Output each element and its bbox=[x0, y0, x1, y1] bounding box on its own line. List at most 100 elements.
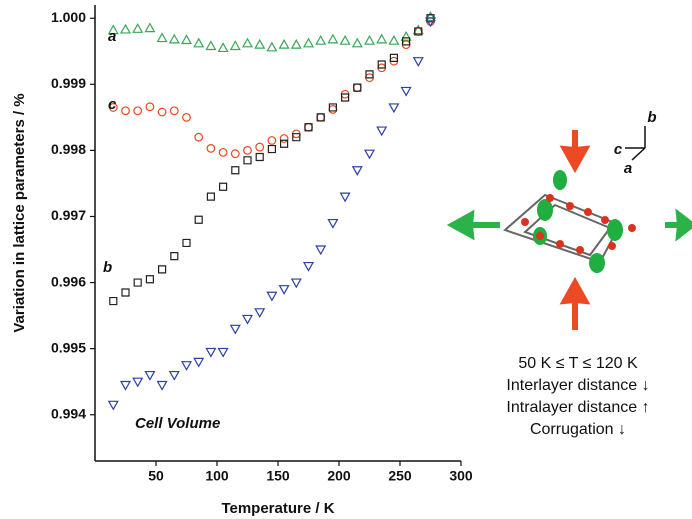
data-point bbox=[156, 32, 168, 43]
x-tick-label: 250 bbox=[388, 468, 412, 484]
data-point bbox=[217, 347, 229, 358]
data-point bbox=[316, 113, 325, 122]
data-point bbox=[193, 37, 205, 48]
y-tick-label: 0.996 bbox=[51, 273, 86, 289]
data-point bbox=[144, 22, 156, 33]
data-point bbox=[170, 252, 179, 261]
data-point bbox=[194, 215, 203, 224]
series-0 bbox=[107, 11, 437, 53]
data-point bbox=[315, 34, 327, 45]
data-point bbox=[219, 182, 228, 191]
data-point bbox=[144, 370, 156, 381]
data-point bbox=[402, 37, 411, 46]
data-point bbox=[339, 192, 351, 203]
data-point bbox=[280, 139, 289, 148]
data-point bbox=[363, 149, 376, 160]
red-atoms bbox=[521, 194, 636, 254]
data-point bbox=[328, 103, 337, 112]
data-point bbox=[424, 11, 437, 21]
data-point bbox=[388, 34, 400, 45]
data-point bbox=[304, 123, 313, 132]
data-point bbox=[108, 103, 118, 112]
data-point bbox=[353, 83, 362, 92]
data-point bbox=[217, 42, 229, 53]
data-point bbox=[206, 192, 215, 201]
data-point bbox=[218, 147, 228, 157]
data-point bbox=[315, 245, 327, 256]
data-point bbox=[278, 38, 290, 49]
data-point bbox=[278, 285, 290, 295]
expand-arrow bbox=[446, 209, 500, 241]
data-point bbox=[279, 134, 289, 143]
annotation: Interlayer distance ↓ bbox=[506, 377, 649, 394]
data-point bbox=[206, 144, 216, 153]
x-tick-label: 50 bbox=[148, 468, 164, 484]
data-point bbox=[119, 380, 132, 391]
data-point bbox=[255, 152, 264, 162]
data-point bbox=[400, 30, 412, 41]
data-point bbox=[205, 347, 217, 358]
compress-arrow bbox=[559, 130, 591, 174]
x-axis-title: Temperature / K bbox=[221, 500, 334, 517]
data-point bbox=[327, 218, 339, 229]
compress-arrow bbox=[559, 276, 591, 330]
data-point bbox=[376, 33, 388, 44]
y-tick-label: 0.994 bbox=[51, 405, 86, 421]
series-1 bbox=[108, 17, 435, 159]
data-point bbox=[339, 34, 351, 45]
annotation: Corrugation ↓ bbox=[530, 421, 626, 438]
data-point bbox=[266, 41, 278, 52]
data-point bbox=[389, 53, 398, 62]
data-point bbox=[107, 24, 119, 35]
series-label: a bbox=[108, 28, 116, 45]
data-point bbox=[400, 86, 412, 97]
data-point bbox=[205, 40, 217, 51]
x-tick-label: 150 bbox=[266, 468, 290, 484]
data-point bbox=[121, 106, 130, 116]
data-point bbox=[182, 238, 191, 248]
data-point bbox=[412, 24, 424, 35]
data-point bbox=[133, 278, 142, 287]
data-point bbox=[107, 400, 119, 411]
x-tick-label: 200 bbox=[327, 468, 351, 484]
crystal-axis-label: a bbox=[624, 160, 632, 177]
data-point bbox=[376, 126, 388, 137]
y-axis-title: Variation in lattice parameters / % bbox=[11, 93, 28, 332]
data-point bbox=[132, 23, 144, 33]
data-point bbox=[302, 37, 315, 48]
data-point bbox=[363, 34, 376, 45]
data-point bbox=[168, 370, 180, 381]
data-point bbox=[351, 166, 363, 176]
data-point bbox=[158, 265, 167, 274]
data-point bbox=[377, 60, 386, 69]
data-point bbox=[156, 380, 168, 391]
data-point bbox=[119, 23, 132, 34]
crystal-axis-label: c bbox=[614, 141, 623, 158]
y-tick-label: 1.000 bbox=[51, 9, 86, 25]
framework bbox=[503, 193, 622, 264]
data-point bbox=[230, 149, 240, 159]
data-point bbox=[229, 40, 241, 51]
data-point bbox=[132, 377, 144, 388]
x-tick-label: 300 bbox=[449, 468, 473, 484]
y-tick-label: 0.999 bbox=[51, 75, 86, 91]
data-point bbox=[365, 70, 374, 79]
data-point bbox=[412, 57, 424, 67]
data-point bbox=[145, 102, 155, 112]
x-tick-label: 100 bbox=[205, 468, 229, 484]
series-label: b bbox=[103, 259, 112, 276]
data-point bbox=[388, 103, 400, 114]
y-tick-label: 0.995 bbox=[51, 339, 86, 355]
data-point bbox=[243, 146, 252, 155]
data-point bbox=[241, 314, 254, 325]
data-point bbox=[157, 107, 167, 117]
data-point bbox=[266, 291, 278, 302]
data-point bbox=[351, 37, 363, 48]
series-label: c bbox=[108, 96, 117, 113]
data-point bbox=[145, 275, 154, 284]
data-point bbox=[316, 112, 326, 122]
data-point bbox=[168, 33, 180, 44]
data-point bbox=[424, 17, 437, 28]
data-point bbox=[180, 361, 193, 371]
data-point bbox=[267, 136, 277, 145]
